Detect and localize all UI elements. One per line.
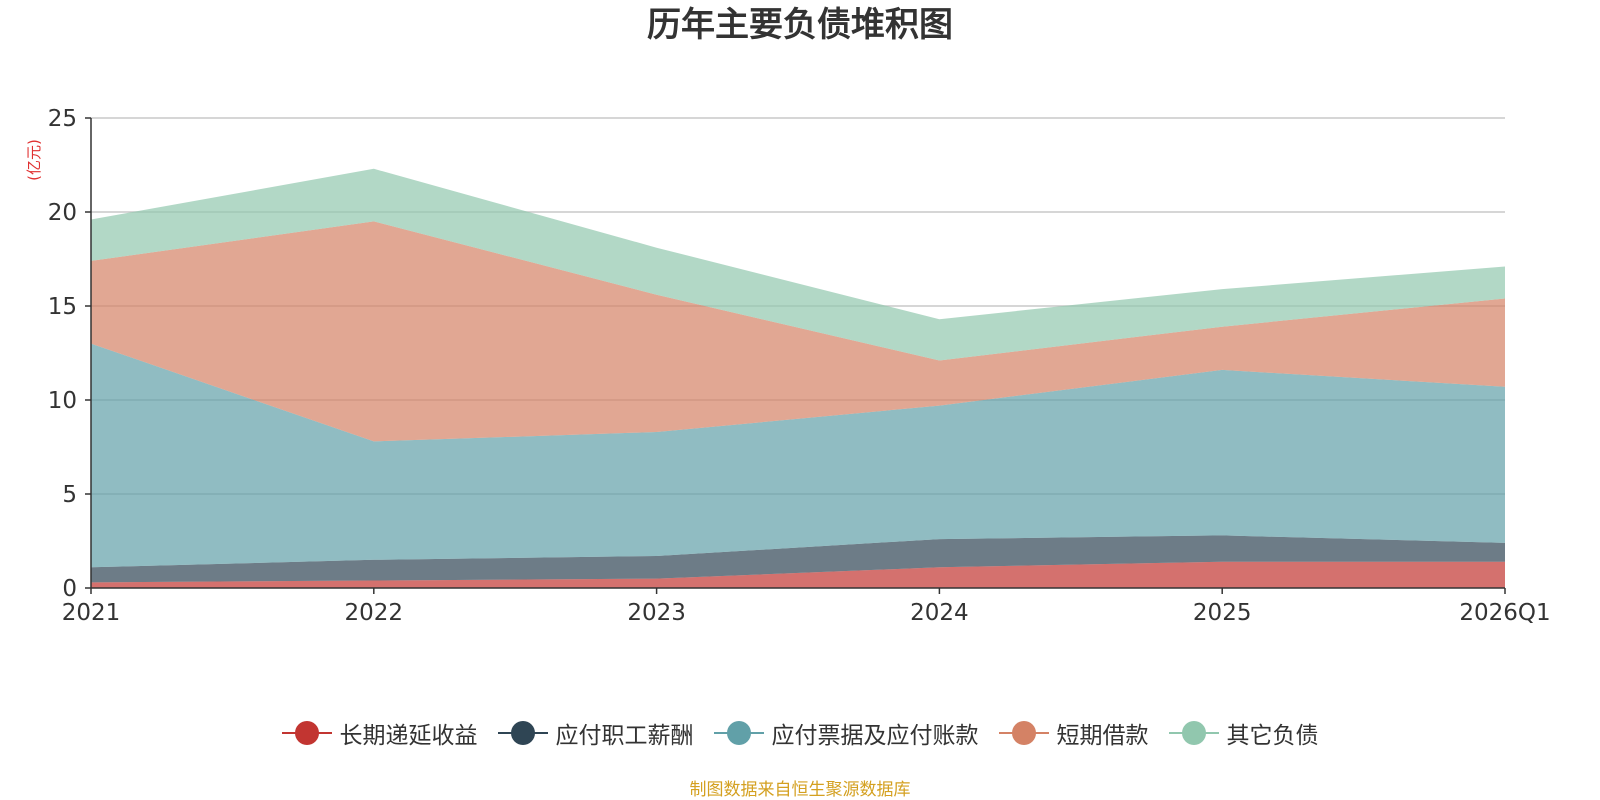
legend: 长期递延收益 应付职工薪酬 应付票据及应付账款 短期借款 其它负债 [0,716,1600,750]
legend-item-0[interactable]: 长期递延收益 [281,716,478,750]
x-tick-label: 2021 [62,600,121,626]
legend-marker-icon [1168,721,1219,745]
legend-item-4[interactable]: 其它负债 [1168,716,1319,750]
legend-label: 其它负债 [1226,723,1319,749]
legend-item-2[interactable]: 应付票据及应付账款 [713,716,979,750]
axes [85,117,1506,594]
x-tick-label: 2023 [627,600,686,626]
legend-marker-icon [998,721,1049,745]
area-series-3[interactable] [91,221,1505,442]
y-tick-label: 15 [48,294,77,320]
y-tick-label: 0 [62,576,77,602]
legend-item-1[interactable]: 应付职工薪酬 [497,716,694,750]
area-series-2[interactable] [91,343,1505,568]
x-tick-label: 2024 [910,600,969,626]
legend-item-3[interactable]: 短期借款 [998,716,1149,750]
legend-label: 应付职工薪酬 [555,723,694,749]
legend-label: 短期借款 [1056,723,1149,749]
legend-marker-icon [281,721,332,745]
y-tick-label: 20 [48,200,77,226]
legend-marker-icon [713,721,764,745]
area-series-1[interactable] [91,535,1505,583]
legend-label: 长期递延收益 [339,723,478,749]
area-series-layer [91,168,1505,588]
y-tick-label: 25 [48,106,77,132]
source-note: 制图数据来自恒生聚源数据库 [689,780,911,800]
y-tick-label: 10 [48,388,77,414]
chart-title: 历年主要负债堆积图 [647,5,953,45]
area-series-4[interactable] [91,168,1505,361]
y-tick-label: 5 [62,482,77,508]
x-tick-label: 2022 [345,600,404,626]
legend-marker-icon [497,721,548,745]
x-tick-label: 2026Q1 [1459,600,1550,626]
area-series-0[interactable] [91,561,1505,588]
legend-label: 应付票据及应付账款 [771,723,979,749]
x-tick-label: 2025 [1193,600,1252,626]
